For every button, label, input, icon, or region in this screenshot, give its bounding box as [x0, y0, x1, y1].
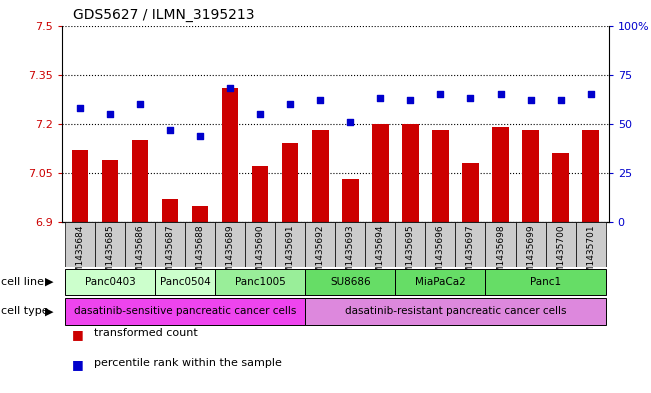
Point: [525, 97, 536, 103]
FancyBboxPatch shape: [546, 222, 575, 267]
Text: GSM1435698: GSM1435698: [496, 224, 505, 285]
FancyBboxPatch shape: [365, 222, 395, 267]
FancyBboxPatch shape: [215, 222, 245, 267]
Text: ■: ■: [72, 358, 83, 371]
Text: GSM1435697: GSM1435697: [466, 224, 475, 285]
Point: [165, 127, 175, 133]
Bar: [432, 130, 449, 222]
Bar: [583, 130, 599, 222]
FancyBboxPatch shape: [425, 222, 456, 267]
Point: [255, 111, 266, 117]
Bar: [132, 140, 148, 222]
Text: ▶: ▶: [45, 307, 53, 316]
Text: Panc1005: Panc1005: [235, 277, 286, 287]
Point: [375, 95, 385, 101]
Text: Panc0403: Panc0403: [85, 277, 135, 287]
FancyBboxPatch shape: [395, 222, 425, 267]
FancyBboxPatch shape: [516, 222, 546, 267]
Text: dasatinib-resistant pancreatic cancer cells: dasatinib-resistant pancreatic cancer ce…: [344, 307, 566, 316]
FancyBboxPatch shape: [305, 222, 335, 267]
Text: GSM1435690: GSM1435690: [256, 224, 265, 285]
FancyBboxPatch shape: [125, 222, 155, 267]
Point: [405, 97, 415, 103]
FancyBboxPatch shape: [575, 222, 605, 267]
FancyBboxPatch shape: [395, 269, 486, 295]
Bar: [161, 199, 178, 222]
Text: GSM1435689: GSM1435689: [226, 224, 234, 285]
FancyBboxPatch shape: [245, 222, 275, 267]
Bar: [312, 130, 329, 222]
Point: [285, 101, 296, 107]
Text: GSM1435686: GSM1435686: [135, 224, 145, 285]
Point: [195, 132, 205, 139]
FancyBboxPatch shape: [275, 222, 305, 267]
Text: GSM1435691: GSM1435691: [286, 224, 295, 285]
Text: GSM1435684: GSM1435684: [76, 224, 85, 285]
Text: GSM1435695: GSM1435695: [406, 224, 415, 285]
Bar: [462, 163, 478, 222]
Text: cell line: cell line: [1, 277, 44, 287]
FancyBboxPatch shape: [65, 298, 305, 325]
FancyBboxPatch shape: [456, 222, 486, 267]
Text: SU8686: SU8686: [330, 277, 370, 287]
Point: [555, 97, 566, 103]
Bar: [282, 143, 298, 222]
FancyBboxPatch shape: [215, 269, 305, 295]
Point: [135, 101, 145, 107]
Point: [495, 91, 506, 97]
Bar: [102, 160, 118, 222]
FancyBboxPatch shape: [486, 222, 516, 267]
Text: GDS5627 / ILMN_3195213: GDS5627 / ILMN_3195213: [73, 8, 255, 22]
Text: GSM1435699: GSM1435699: [526, 224, 535, 285]
Point: [585, 91, 596, 97]
Text: cell type: cell type: [1, 307, 49, 316]
Text: ■: ■: [72, 328, 83, 341]
Point: [345, 119, 355, 125]
Text: GSM1435685: GSM1435685: [105, 224, 115, 285]
Text: GSM1435688: GSM1435688: [195, 224, 204, 285]
Text: percentile rank within the sample: percentile rank within the sample: [94, 358, 283, 367]
Text: GSM1435694: GSM1435694: [376, 224, 385, 285]
FancyBboxPatch shape: [155, 222, 185, 267]
Text: dasatinib-sensitive pancreatic cancer cells: dasatinib-sensitive pancreatic cancer ce…: [74, 307, 296, 316]
Bar: [522, 130, 539, 222]
Point: [105, 111, 115, 117]
Bar: [252, 166, 268, 222]
Bar: [402, 124, 419, 222]
Point: [75, 105, 85, 111]
FancyBboxPatch shape: [65, 269, 155, 295]
Bar: [222, 88, 238, 222]
Text: transformed count: transformed count: [94, 328, 198, 338]
Text: Panc1: Panc1: [530, 277, 561, 287]
Bar: [192, 206, 208, 222]
FancyBboxPatch shape: [95, 222, 125, 267]
Text: ▶: ▶: [45, 277, 53, 287]
Bar: [492, 127, 509, 222]
Text: GSM1435692: GSM1435692: [316, 224, 325, 285]
Point: [225, 85, 235, 92]
FancyBboxPatch shape: [185, 222, 215, 267]
FancyBboxPatch shape: [305, 269, 395, 295]
Bar: [342, 180, 359, 222]
FancyBboxPatch shape: [65, 222, 95, 267]
FancyBboxPatch shape: [155, 269, 215, 295]
Bar: [372, 124, 389, 222]
Bar: [72, 150, 88, 222]
Text: GSM1435696: GSM1435696: [436, 224, 445, 285]
Text: GSM1435693: GSM1435693: [346, 224, 355, 285]
Text: Panc0504: Panc0504: [159, 277, 210, 287]
Text: GSM1435687: GSM1435687: [165, 224, 174, 285]
Text: GSM1435701: GSM1435701: [586, 224, 595, 285]
FancyBboxPatch shape: [335, 222, 365, 267]
Point: [315, 97, 326, 103]
Bar: [552, 153, 569, 222]
Text: GSM1435700: GSM1435700: [556, 224, 565, 285]
FancyBboxPatch shape: [486, 269, 605, 295]
Point: [436, 91, 446, 97]
FancyBboxPatch shape: [305, 298, 605, 325]
Text: MiaPaCa2: MiaPaCa2: [415, 277, 466, 287]
Point: [465, 95, 476, 101]
